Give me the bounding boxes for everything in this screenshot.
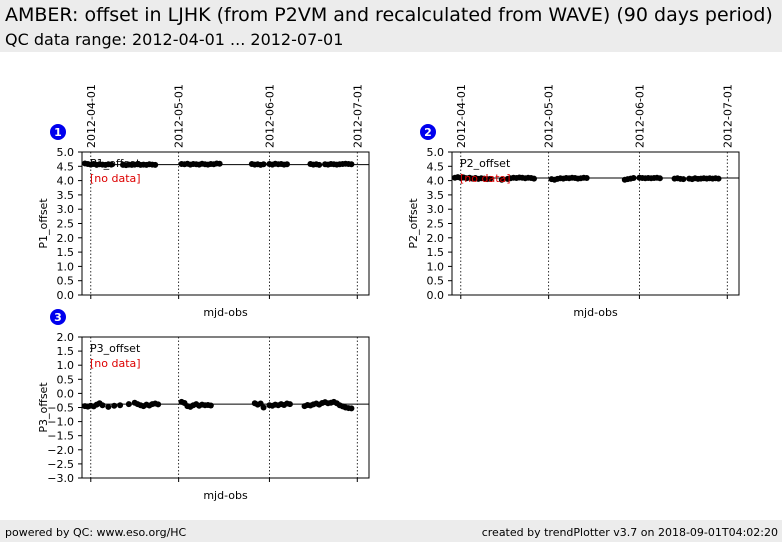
- plot-frame: [81, 336, 370, 479]
- footer-powered-by: powered by QC: www.eso.org/HC: [5, 526, 187, 539]
- y-tick-label: −2.5: [47, 458, 74, 471]
- panel-number: 1: [54, 126, 62, 139]
- y-tick-label: −3.0: [47, 472, 74, 485]
- plot-frame: [451, 151, 740, 296]
- y-tick-label: 0.5: [57, 373, 75, 386]
- data-point: [99, 402, 106, 409]
- y-tick-label: 5.0: [427, 146, 445, 159]
- data-point: [111, 402, 118, 409]
- no-data-label: [no data]: [460, 172, 511, 185]
- y-tick-label: 5.0: [57, 146, 75, 159]
- y-axis-label: P3_offset: [37, 382, 50, 433]
- data-point: [108, 161, 115, 168]
- series-label: P1_offset: [90, 157, 141, 170]
- y-tick-label: 4.5: [427, 160, 445, 173]
- chart-panel-1: 0.00.5 1.01.52.02.5 3.03.54.0 4.55.0 2012-04…: [37, 84, 370, 319]
- data-point: [316, 161, 323, 168]
- plot-frame: [81, 151, 370, 296]
- date-tick-label: 2012-07-01: [721, 84, 734, 148]
- data-point: [152, 161, 159, 168]
- data-point: [531, 175, 537, 182]
- series-label: P2_offset: [460, 157, 511, 170]
- date-tick-label: 2012-07-01: [351, 84, 364, 148]
- x-axis-label: mjd-obs: [203, 489, 248, 502]
- y-tick-label: 1.5: [427, 246, 445, 259]
- y-axis-label: P2_offset: [407, 198, 420, 249]
- date-tick-label: 2012-05-01: [543, 84, 556, 148]
- date-tick-label: 2012-05-01: [173, 84, 186, 148]
- data-point: [715, 175, 722, 182]
- panel-number-badge: [50, 124, 66, 140]
- panel-number-badge: [420, 124, 436, 140]
- y-tick-label: 1.0: [57, 359, 75, 372]
- x-axis-label: mjd-obs: [573, 306, 618, 319]
- no-data-label: [no data]: [90, 357, 141, 370]
- panel-number-badge: [50, 309, 66, 325]
- chart-panel-3: −3.0−2.5−2.0−1.5−1.0−0.5 0.00.51.01.52.0 P…: [37, 309, 370, 502]
- y-tick-label: 0.5: [57, 275, 75, 288]
- data-point: [583, 175, 590, 182]
- data-point: [286, 401, 293, 408]
- x-axis-label: mjd-obs: [203, 306, 248, 319]
- y-tick-label: 1.5: [57, 246, 75, 259]
- y-tick-label: 4.0: [427, 175, 445, 188]
- y-tick-label: 0.0: [57, 387, 75, 400]
- data-point: [284, 161, 290, 168]
- data-point: [260, 404, 267, 411]
- data-point: [105, 403, 112, 410]
- y-tick-label: 2.0: [57, 331, 75, 344]
- data-point: [260, 161, 267, 168]
- data-point: [630, 175, 637, 182]
- qc-data-range: QC data range: 2012-04-01 ... 2012-07-01: [5, 30, 344, 49]
- data-point: [656, 175, 663, 182]
- data-point: [348, 405, 355, 412]
- data-point: [207, 402, 214, 409]
- footer-bar: powered by QC: www.eso.org/HC created by…: [0, 520, 782, 542]
- y-tick-label: 1.0: [57, 260, 75, 273]
- no-data-label: [no data]: [90, 172, 141, 185]
- y-tick-label: 3.0: [57, 203, 75, 216]
- y-tick-label: −2.0: [47, 444, 74, 457]
- date-tick-label: 2012-06-01: [633, 84, 646, 148]
- y-tick-label: 2.5: [427, 218, 445, 231]
- y-tick-label: −1.0: [47, 416, 74, 429]
- panel-number: 2: [424, 126, 432, 139]
- series-label: P3_offset: [90, 342, 141, 355]
- y-tick-label: 2.0: [427, 232, 445, 245]
- data-point: [117, 402, 124, 409]
- y-tick-label: 4.0: [57, 175, 75, 188]
- footer-created-by: created by trendPlotter v3.7 on 2018-09-…: [481, 526, 778, 539]
- page-title: AMBER: offset in LJHK (from P2VM and rec…: [5, 4, 773, 26]
- data-point: [125, 401, 132, 408]
- date-tick-label: 2012-04-01: [85, 84, 98, 148]
- header-bar: AMBER: offset in LJHK (from P2VM and rec…: [0, 0, 782, 52]
- panel-number: 3: [54, 311, 62, 324]
- data-point: [680, 176, 687, 183]
- y-tick-label: 0.0: [57, 289, 75, 302]
- y-tick-label: 1.5: [57, 345, 75, 358]
- y-tick-label: 3.5: [57, 189, 75, 202]
- y-tick-label: −1.5: [47, 430, 74, 443]
- y-axis-label: P1_offset: [37, 198, 50, 249]
- chart-panel-2: 0.00.5 1.01.52.02.5 3.03.54.0 4.55.0 2012-04…: [407, 84, 740, 319]
- data-point: [216, 160, 223, 167]
- data-point: [498, 176, 505, 183]
- y-tick-label: 4.5: [57, 160, 75, 173]
- y-tick-label: 2.0: [57, 232, 75, 245]
- y-tick-label: 2.5: [57, 218, 75, 231]
- y-tick-label: 3.5: [427, 189, 445, 202]
- y-tick-label: 1.0: [427, 260, 445, 273]
- data-point: [348, 161, 355, 168]
- data-point: [487, 175, 494, 182]
- y-tick-label: 0.5: [427, 275, 445, 288]
- y-tick-label: 0.0: [427, 289, 445, 302]
- y-tick-label: −0.5: [47, 402, 74, 415]
- date-tick-label: 2012-06-01: [263, 84, 276, 148]
- data-point: [155, 401, 162, 408]
- date-tick-label: 2012-04-01: [455, 84, 468, 148]
- y-tick-label: 3.0: [427, 203, 445, 216]
